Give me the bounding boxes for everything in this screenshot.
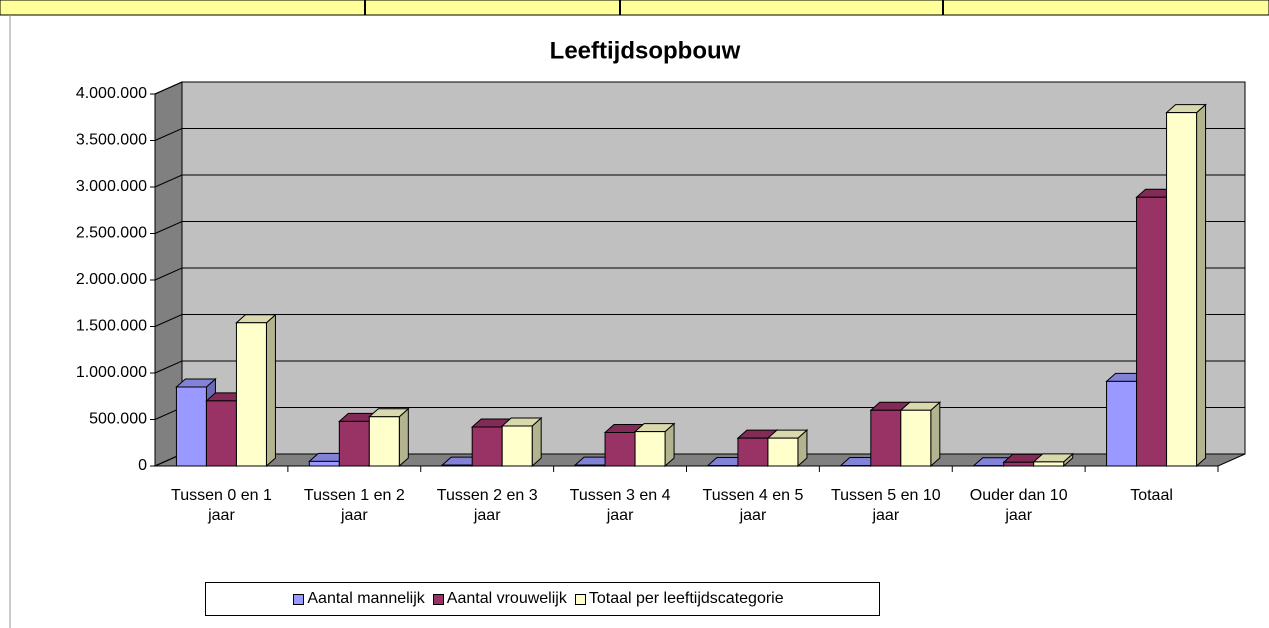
bar [235, 313, 277, 468]
bar [500, 416, 543, 468]
bar-front [1003, 461, 1035, 467]
legend-swatch [293, 593, 305, 605]
y-tick-label: 2.500.000 [76, 225, 147, 242]
bar-side [930, 401, 941, 468]
bar-side [1196, 103, 1207, 468]
bar-front [471, 426, 503, 467]
legend-item: Aantal vrouwelijk [432, 590, 567, 608]
grid-line [154, 314, 1245, 327]
legend-swatch [432, 593, 444, 605]
y-tick-label: 0 [138, 457, 147, 474]
grid-line [154, 221, 1245, 234]
y-tick-label: 1.000.000 [76, 364, 147, 381]
bar-front [368, 416, 400, 467]
bar-side [398, 407, 409, 468]
bar [899, 401, 942, 468]
bar-front [1166, 112, 1198, 467]
bar-side [265, 313, 276, 468]
legend-label: Aantal mannelijk [307, 590, 425, 607]
bar-front [767, 437, 799, 467]
bar-front [338, 420, 370, 467]
bar-front [574, 464, 606, 467]
bar-front [175, 386, 207, 467]
legend-item: Aantal mannelijk [293, 590, 425, 608]
y-tick-label: 3.500.000 [76, 132, 147, 149]
bar [633, 422, 676, 468]
y-tick-label: 4.000.000 [76, 85, 147, 102]
legend-label: Aantal vrouwelijk [446, 590, 567, 607]
legend-label: Totaal per leeftijdscategorie [588, 590, 784, 607]
bar-front [1033, 461, 1065, 467]
bar-front [501, 425, 533, 467]
x-tick-label: Totaal [1130, 487, 1173, 504]
y-tick-label: 1.500.000 [76, 318, 147, 335]
x-tick-label: Tussen 2 en 3 jaar [436, 487, 538, 524]
bar-front [604, 432, 636, 467]
legend: Aantal mannelijk Aantal vrouwelijk Totaal … [205, 582, 880, 616]
bar-front [870, 409, 902, 467]
x-tick-label: Tussen 5 en 10 jaar [830, 487, 941, 524]
bar-front [308, 460, 340, 467]
bar [1165, 103, 1207, 468]
bar-front [205, 400, 237, 467]
table-row [0, 0, 1269, 16]
bar-front [235, 322, 267, 467]
legend-item: Totaal per leeftijdscategorie [574, 590, 784, 608]
bar-front [1106, 380, 1138, 467]
bar-front [737, 437, 769, 467]
bar [766, 428, 809, 468]
y-tick-label: 500.000 [89, 411, 147, 428]
x-tick-label: Tussen 4 en 5 jaar [702, 487, 804, 524]
bar [1032, 452, 1075, 468]
grid-line [154, 267, 1245, 281]
grid-line [154, 128, 1245, 141]
y-tick-label: 2.000.000 [76, 271, 147, 288]
legend-swatch [574, 593, 586, 605]
grid-line [154, 174, 1245, 188]
bar [367, 407, 410, 468]
x-tick-label: Tussen 1 en 2 jaar [303, 487, 405, 524]
x-tick-label: Tussen 3 en 4 jaar [569, 487, 671, 524]
grid-line [154, 360, 1245, 374]
chart-title: Leeftijdsopbouw [550, 37, 741, 64]
bar-front [900, 409, 932, 467]
bar-front [1136, 196, 1168, 467]
y-tick-label: 3.000.000 [76, 178, 147, 195]
bar-front [441, 464, 473, 467]
grid-line [154, 81, 1245, 95]
x-tick-label: Tussen 0 en 1 jaar [171, 487, 272, 524]
bar-front [634, 431, 666, 467]
x-tick-label: Ouder dan 10 jaar [969, 487, 1068, 524]
